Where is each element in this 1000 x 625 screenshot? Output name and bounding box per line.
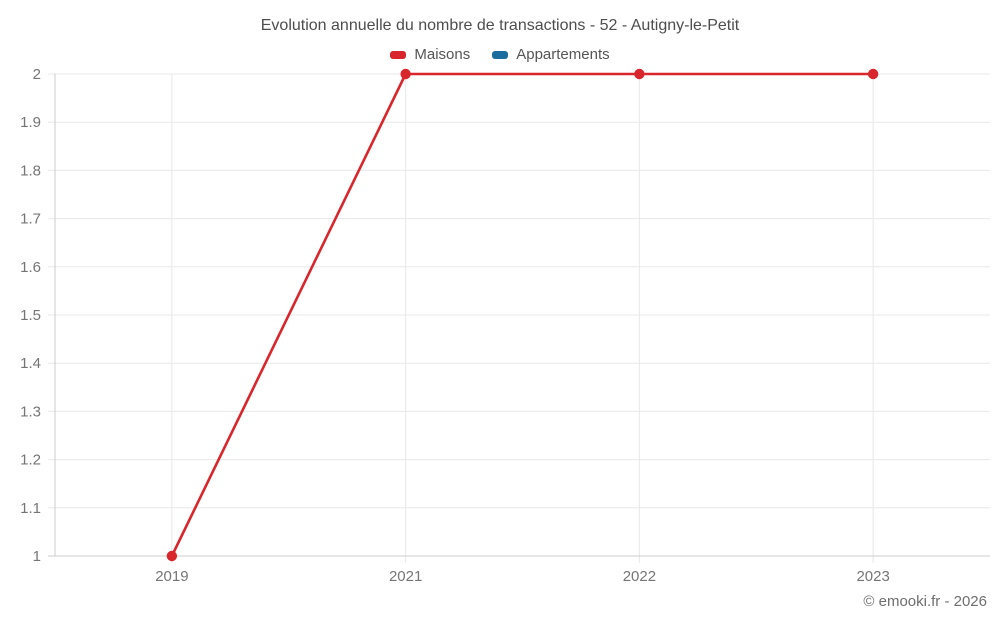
data-point-maisons[interactable] <box>400 68 411 80</box>
x-tick-label: 2023 <box>856 568 889 585</box>
y-tick-label: 1.7 <box>20 211 41 228</box>
y-tick-label: 1.3 <box>20 403 41 420</box>
legend-label-appartements: Appartements <box>516 46 610 63</box>
y-tick-label: 2 <box>33 66 41 83</box>
legend-item-appartements[interactable]: Appartements <box>492 46 610 63</box>
y-tick-label: 1.9 <box>20 114 41 131</box>
data-point-maisons[interactable] <box>634 68 645 80</box>
data-point-maisons[interactable] <box>867 68 879 80</box>
chart-legend: Maisons Appartements <box>0 46 1000 63</box>
y-tick-label: 1 <box>33 548 41 565</box>
y-tick-label: 1.8 <box>20 162 41 179</box>
legend-swatch-maisons <box>390 50 407 59</box>
x-tick-label: 2021 <box>389 568 422 585</box>
y-tick-label: 1.5 <box>20 307 41 324</box>
y-tick-label: 1.2 <box>20 452 41 469</box>
legend-swatch-appartements <box>492 50 509 59</box>
legend-item-maisons[interactable]: Maisons <box>390 46 470 63</box>
watermark-text: © emooki.fr - 2026 <box>863 593 987 610</box>
legend-label-maisons: Maisons <box>414 46 471 63</box>
y-tick-label: 1.6 <box>20 259 41 276</box>
x-tick-label: 2022 <box>623 568 656 585</box>
y-tick-label: 1.1 <box>20 500 41 517</box>
y-tick-label: 1.4 <box>20 355 41 372</box>
x-tick-label: 2019 <box>155 568 188 585</box>
chart-title: Evolution annuelle du nombre de transact… <box>260 17 740 34</box>
data-point-maisons[interactable] <box>166 550 178 562</box>
series-line-maisons <box>170 72 875 558</box>
